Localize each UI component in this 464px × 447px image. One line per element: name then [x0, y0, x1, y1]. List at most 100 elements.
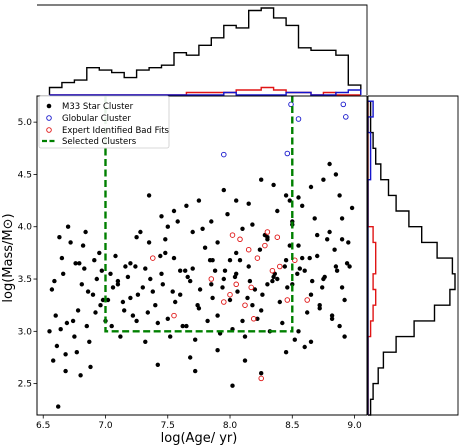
point-m33	[259, 177, 264, 182]
top-histogram	[37, 4, 368, 96]
point-bad-fits	[245, 246, 252, 253]
point-m33	[190, 229, 195, 235]
point-bad-fits	[248, 284, 254, 291]
point-m33	[197, 287, 203, 292]
point-m33	[195, 303, 200, 308]
point-bad-fits	[274, 234, 281, 240]
legend-label-m33: M33 Star Cluster	[62, 102, 134, 112]
point-m33	[296, 243, 301, 248]
point-m33	[47, 329, 52, 334]
y-axis-label: log(Mass/M⊙)	[1, 213, 16, 302]
point-m33	[212, 268, 218, 273]
point-m33	[109, 323, 114, 329]
point-m33	[98, 303, 103, 308]
point-m33	[315, 253, 320, 259]
point-m33	[308, 339, 314, 344]
point-bad-fits	[221, 299, 227, 305]
point-m33	[88, 364, 93, 370]
point-m33	[160, 282, 165, 287]
point-m33	[159, 271, 164, 276]
point-m33	[225, 212, 230, 217]
point-m33	[90, 292, 96, 297]
point-m33	[158, 253, 163, 259]
point-m33	[240, 226, 245, 231]
point-m33	[105, 297, 111, 303]
point-m33	[329, 313, 335, 318]
point-bad-fits	[171, 312, 177, 319]
point-m33	[148, 276, 153, 282]
point-m33	[300, 203, 305, 208]
right-histogram-all	[368, 100, 456, 416]
point-m33	[155, 320, 160, 326]
point-m33	[321, 177, 326, 182]
point-bad-fits	[233, 281, 239, 288]
legend-label-selection: Selected Clusters	[62, 137, 137, 147]
point-m33	[118, 334, 123, 339]
point-m33	[252, 287, 258, 292]
point-m33	[188, 355, 193, 360]
point-m33	[155, 362, 160, 367]
point-m33	[234, 271, 239, 276]
point-m33	[168, 334, 173, 339]
point-m33	[327, 161, 332, 167]
point-m33	[99, 268, 105, 273]
x-tick-label: 8.0	[223, 421, 238, 431]
point-bad-fits	[208, 276, 215, 282]
point-globular	[221, 151, 227, 158]
point-m33	[165, 316, 170, 321]
point-bad-fits	[269, 267, 276, 274]
point-m33	[82, 266, 87, 271]
point-m33	[185, 274, 190, 280]
x-tick-label: 9.0	[347, 421, 362, 431]
point-m33	[295, 271, 300, 276]
point-m33	[202, 245, 208, 250]
point-m33	[133, 264, 138, 269]
point-m33	[235, 289, 240, 294]
point-m33	[240, 318, 245, 324]
point-m33	[322, 274, 327, 280]
top-histogram-frame	[37, 4, 368, 95]
point-m33	[165, 224, 170, 229]
point-m33	[75, 308, 81, 313]
point-bad-fits	[242, 302, 248, 308]
point-m33	[163, 237, 168, 242]
point-m33	[230, 383, 235, 388]
point-m33	[260, 292, 265, 297]
point-m33	[159, 214, 164, 219]
point-m33	[123, 264, 128, 269]
point-m33	[51, 358, 56, 363]
point-m33	[146, 240, 152, 245]
y-tick-label: 5.0	[18, 118, 33, 128]
point-m33	[308, 292, 314, 297]
legend-marker-globular	[46, 115, 52, 121]
point-m33	[78, 373, 83, 378]
point-m33	[270, 278, 275, 284]
point-m33	[227, 258, 233, 263]
point-m33	[183, 268, 188, 273]
point-m33	[135, 292, 141, 297]
point-m33	[234, 250, 239, 256]
point-m33	[184, 203, 189, 208]
point-m33	[250, 303, 255, 308]
point-m33	[63, 368, 68, 374]
point-bad-fits	[264, 229, 271, 235]
point-m33	[56, 404, 61, 409]
point-m33	[150, 289, 155, 294]
point-bad-fits	[150, 255, 156, 261]
point-m33	[58, 327, 63, 332]
right-histogram-frame	[368, 95, 459, 416]
point-globular	[343, 114, 349, 120]
point-m33	[196, 198, 202, 203]
point-m33	[140, 285, 145, 290]
point-m33	[170, 289, 175, 294]
point-m33	[80, 243, 86, 248]
point-m33	[339, 237, 345, 242]
point-m33	[171, 255, 177, 261]
point-m33	[110, 285, 116, 290]
point-m33	[259, 308, 264, 313]
point-m33	[79, 282, 85, 287]
plot-frame	[36, 95, 368, 416]
point-m33	[59, 255, 65, 261]
point-m33	[193, 337, 198, 342]
